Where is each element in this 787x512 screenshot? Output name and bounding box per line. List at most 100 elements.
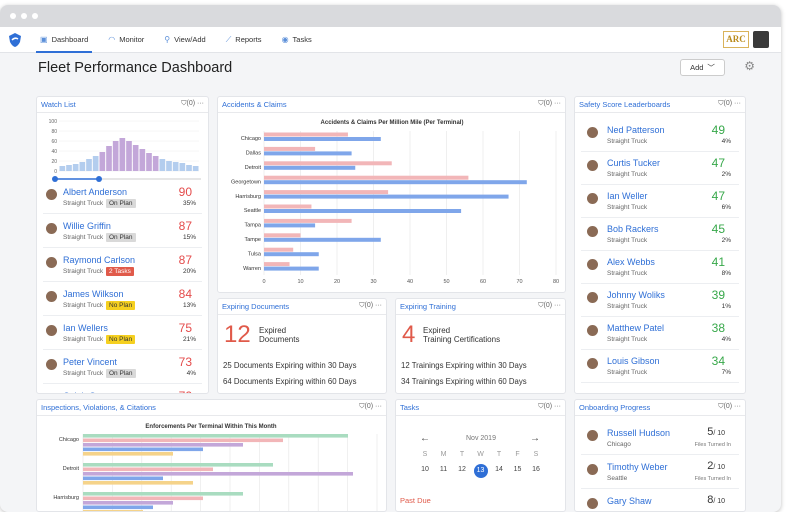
person-percent: 4% (721, 336, 731, 343)
person-name[interactable]: Alex Webbs (607, 257, 655, 267)
person-name[interactable]: James Wilkson (63, 289, 124, 299)
leaderboard-row[interactable]: Bob Rackers Straight Truck 45 2% (581, 218, 739, 251)
avatar (587, 325, 598, 336)
person-name[interactable]: Timothy Weber (607, 462, 668, 472)
expired-documents-note1: Expired (259, 326, 287, 335)
hist-ytick: 60 (51, 139, 57, 145)
nav-view-add[interactable]: ⚲ View/Add (154, 27, 215, 53)
calendar-day[interactable]: 16 (532, 466, 540, 473)
leaderboard-row[interactable]: Johnny Woliks Straight Truck 39 1% (581, 284, 739, 317)
add-button[interactable]: Add ﹀ (680, 59, 725, 76)
expired-documents-count: 12 (224, 321, 251, 348)
calendar-month: Nov 2019 (466, 435, 496, 442)
watch-list-row[interactable]: Albert Anderson Straight Truck On Plan 90 35… (43, 181, 202, 214)
calendar-day[interactable]: 14 (495, 466, 503, 473)
category-label: Tampa (244, 223, 261, 229)
weekday-label: F (515, 451, 520, 458)
bar (264, 266, 319, 271)
person-name[interactable]: Albert Anderson (63, 187, 128, 197)
person-name[interactable]: Peter Vincent (63, 357, 117, 367)
nav-dashboard[interactable]: ▣ Dashboard (30, 27, 98, 53)
calendar-day-selected[interactable]: 13 (473, 464, 488, 478)
range-slider-handle[interactable] (52, 176, 58, 182)
bar (264, 262, 290, 267)
onboarding-row[interactable]: Russell Hudson Chicago 5/ 10 Files Turned I… (581, 422, 739, 455)
nav-monitor[interactable]: ◠ Monitor (98, 27, 154, 53)
person-name[interactable]: Ian Wellers (63, 323, 108, 333)
window-minimize-dot[interactable] (21, 13, 27, 19)
onboarding-card: Onboarding Progress ⛉(0) ··· Russell Hud… (574, 399, 746, 512)
person-name[interactable]: Caleb Germanson (63, 391, 136, 393)
expiring-documents-filter[interactable]: ⛉(0) ··· (359, 302, 382, 309)
bar (264, 161, 392, 166)
onboarding-filter[interactable]: ⛉(0) ··· (718, 403, 741, 410)
person-name[interactable]: Raymond Carlson (63, 255, 136, 265)
past-due-label: Past Due (400, 496, 431, 505)
user-avatar[interactable] (753, 31, 769, 48)
watch-list-row[interactable]: Willie Griffin Straight Truck On Plan 87 15% (43, 215, 202, 248)
person-name[interactable]: Gary Shaw (607, 496, 652, 506)
person-score: 45 (711, 222, 725, 236)
accidents-filter[interactable]: ⛉(0) ··· (538, 100, 561, 107)
inspections-filter[interactable]: ⛉(0) ··· (359, 403, 382, 410)
person-name[interactable]: Louis Gibson (607, 356, 660, 366)
expiring-training-filter[interactable]: ⛉(0) ··· (538, 302, 561, 309)
watch-list-row[interactable]: Peter Vincent Straight Truck On Plan 73 4% (43, 351, 202, 384)
watch-list-row[interactable]: Ian Wellers Straight Truck No Plan 75 21% (43, 317, 202, 350)
accidents-card: Accidents & Claims ⛉(0) ··· Accidents & … (217, 96, 566, 293)
prev-month-arrow[interactable]: ← (420, 433, 430, 444)
person-name[interactable]: Johnny Woliks (607, 290, 665, 300)
leaderboard-row[interactable]: Matthew Patel Straight Truck 38 4% (581, 317, 739, 350)
app-logo[interactable] (0, 32, 30, 47)
expiring-documents-card: Expiring Documents ⛉(0) ··· 12 Expired D… (217, 298, 387, 394)
category-label: Detroit (63, 466, 80, 472)
window-maximize-dot[interactable] (32, 13, 38, 19)
range-slider-handle[interactable] (96, 176, 102, 182)
hist-bar (159, 159, 166, 171)
person-percent: 6% (721, 204, 731, 211)
watch-list-row[interactable]: James Wilkson Straight Truck No Plan 84 13% (43, 283, 202, 316)
leaderboard-row[interactable]: Curtis Tucker Straight Truck 47 2% (581, 152, 739, 185)
person-vehicle: Straight Truck (607, 138, 648, 145)
bar (264, 146, 316, 151)
leaderboard-row[interactable]: Alex Webbs Straight Truck 41 8% (581, 251, 739, 284)
person-name[interactable]: Ian Weller (607, 191, 648, 201)
next-month-arrow[interactable]: → (530, 433, 540, 444)
leaderboard-row[interactable]: Ned Patterson Straight Truck 49 4% (581, 119, 739, 152)
inspections-chart: Enforcements Per Terminal Within This Mo… (53, 424, 378, 511)
person-score: 39 (711, 288, 725, 302)
nav-tasks[interactable]: ◉ Tasks (272, 27, 322, 53)
window-close-dot[interactable] (10, 13, 16, 19)
leaderboard-row[interactable]: Ian Weller Straight Truck 47 6% (581, 185, 739, 218)
calendar-day[interactable]: 15 (513, 466, 522, 473)
bar (264, 247, 294, 252)
person-name[interactable]: Curtis Tucker (607, 158, 661, 168)
avatar (46, 393, 57, 394)
person-name[interactable]: Russell Hudson (607, 428, 671, 438)
leaderboard-filter[interactable]: ⛉(0) ··· (718, 100, 741, 107)
calendar-day[interactable]: 12 (458, 466, 466, 473)
nav-reports[interactable]: ⟋ Reports (216, 27, 272, 53)
hist-bar (92, 156, 99, 171)
category-label: Seattle (244, 208, 261, 214)
tasks-filter[interactable]: ⛉(0) ··· (538, 403, 561, 410)
onboarding-row[interactable]: Timothy Weber Seattle 2/ 10 Files Turned In (581, 456, 739, 489)
onboarding-row[interactable]: Gary Shaw 8/ 10 (581, 490, 739, 511)
watch-list-filter[interactable]: ⛉(0) ··· (181, 100, 204, 107)
watch-list-row[interactable]: Raymond Carlson Straight Truck 2 Tasks 87 20… (43, 249, 202, 282)
leaderboard-row[interactable]: Louis Gibson Straight Truck 34 7% (581, 350, 739, 383)
person-name[interactable]: Willie Griffin (63, 221, 111, 231)
bar (264, 190, 389, 195)
gear-icon[interactable]: ⚙ (744, 59, 755, 73)
calendar-day[interactable]: 11 (439, 466, 448, 473)
person-name[interactable]: Ned Patterson (607, 125, 665, 135)
onboarding-filter-count: (0) (723, 403, 733, 410)
calendar-day[interactable]: 10 (421, 466, 429, 473)
watch-list-row[interactable]: Caleb Germanson 72 (43, 385, 202, 394)
person-name[interactable]: Matthew Patel (607, 323, 665, 333)
bar (83, 492, 243, 496)
person-name[interactable]: Bob Rackers (607, 224, 659, 234)
avatar (46, 189, 57, 200)
accidents-chart: Accidents & Claims Per Million Mile (Per… (231, 120, 559, 285)
x-tick-label: 30 (370, 279, 376, 285)
